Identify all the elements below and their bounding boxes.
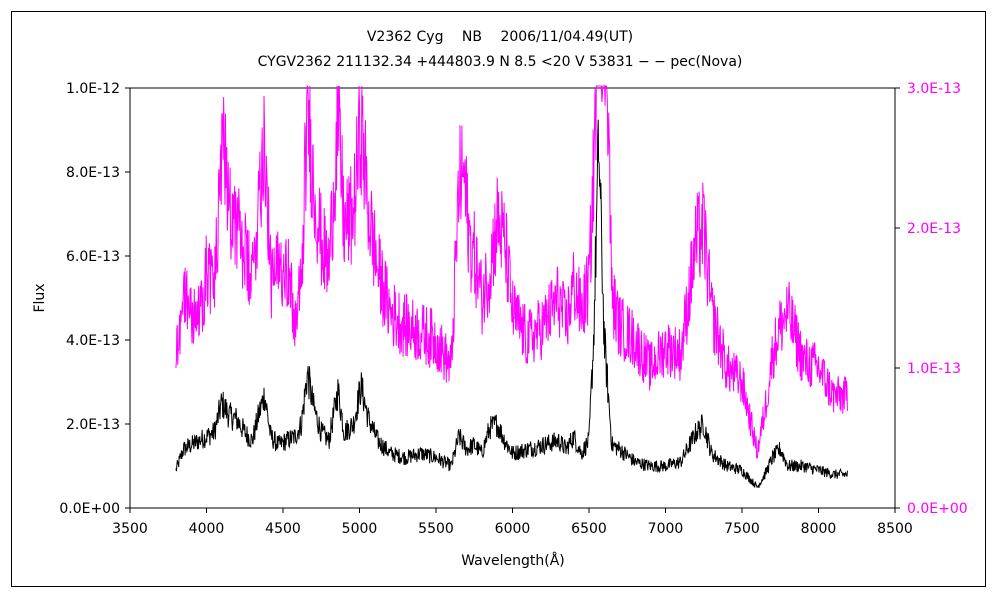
y-left-tick-label: 1.0E-12 xyxy=(66,81,120,97)
y-right-tick-label: 0.0E+00 xyxy=(907,501,968,517)
x-tick-label: 5500 xyxy=(418,521,454,537)
x-tick-label: 6500 xyxy=(571,521,607,537)
x-tick-label: 8500 xyxy=(877,521,913,537)
x-tick-label: 4500 xyxy=(265,521,301,537)
chart-subtitle: CYGV2362 211132.34 +444803.9 N 8.5 <20 V… xyxy=(257,54,743,70)
x-tick-label: 5000 xyxy=(342,521,378,537)
chart-title: V2362 Cyg NB 2006/11/04.49(UT) xyxy=(366,29,634,45)
y-left-tick-label: 0.0E+00 xyxy=(59,501,120,517)
series-layer xyxy=(175,85,848,489)
x-tick-label: 4000 xyxy=(189,521,225,537)
y-right-tick-label: 1.0E-13 xyxy=(907,361,961,377)
spectrum-line-magenta xyxy=(175,85,848,459)
x-axis-ticks: 3500 4000 4500 5000 5500 6000 6500 7000 7500 8000… xyxy=(112,508,913,537)
x-tick-label: 6000 xyxy=(495,521,531,537)
spectrum-line-black xyxy=(175,119,848,489)
y-axis-label: Flux xyxy=(32,283,48,312)
y-right-tick-label: 3.0E-13 xyxy=(907,81,961,97)
x-tick-label: 8000 xyxy=(801,521,837,537)
y-right-tick-label: 2.0E-13 xyxy=(907,221,961,237)
y-left-tick-label: 2.0E-13 xyxy=(66,417,120,433)
y-left-tick-label: 4.0E-13 xyxy=(66,333,120,349)
y-axis-right-ticks: 0.0E+00 1.0E-13 2.0E-13 3.0E-13 xyxy=(895,81,968,517)
x-tick-label: 3500 xyxy=(112,521,148,537)
y-left-tick-label: 8.0E-13 xyxy=(66,165,120,181)
y-left-tick-label: 6.0E-13 xyxy=(66,249,120,265)
x-tick-label: 7000 xyxy=(648,521,684,537)
x-tick-label: 7500 xyxy=(724,521,760,537)
y-axis-left-ticks: 0.0E+00 2.0E-13 4.0E-13 6.0E-13 8.0E-13 1.0E-… xyxy=(59,81,130,517)
x-axis-label: Wavelength(Å) xyxy=(461,552,565,569)
